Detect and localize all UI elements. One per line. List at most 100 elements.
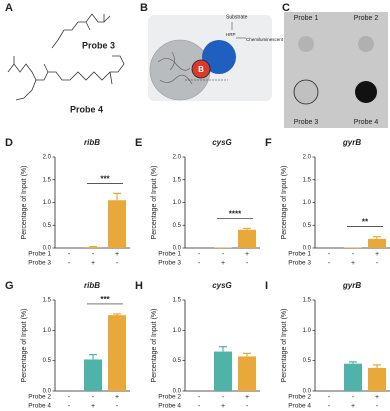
condition-name: Probe 1 <box>28 251 51 258</box>
condition-sign: + <box>221 260 225 267</box>
panel-letter: D <box>5 137 13 149</box>
y-tick-label: 2.0 <box>173 155 182 161</box>
condition-sign: - <box>246 403 249 410</box>
y-tick-label: 1.0 <box>43 328 52 334</box>
chart-title: ribB <box>84 138 100 147</box>
condition-sign: - <box>352 251 355 258</box>
condition-name: Probe 3 <box>288 260 311 267</box>
bar <box>368 367 386 391</box>
structure-probe4 <box>7 55 125 101</box>
y-axis-label: Percentage of Input (%) <box>151 309 158 383</box>
panel-letter: F <box>265 137 272 149</box>
y-axis-label: Percentage of Input (%) <box>21 309 28 383</box>
bar <box>108 200 126 248</box>
condition-name: Probe 2 <box>28 394 51 401</box>
y-tick-label: 0.0 <box>303 246 312 252</box>
y-tick-label: 1.0 <box>303 200 312 206</box>
y-tick-label: 1.0 <box>173 200 182 206</box>
condition-sign: - <box>116 403 119 410</box>
condition-sign: - <box>328 251 331 258</box>
condition-sign: + <box>351 260 355 267</box>
panel-letter: A <box>5 2 13 14</box>
y-tick-label: 1.5 <box>43 177 52 183</box>
condition-sign: - <box>352 394 355 401</box>
condition-sign: + <box>351 403 355 410</box>
condition-sign: - <box>92 394 95 401</box>
condition-sign: - <box>376 403 379 410</box>
condition-sign: + <box>115 251 119 258</box>
spot-label: Probe 3 <box>294 119 319 126</box>
bar <box>214 351 232 391</box>
bar <box>84 359 102 391</box>
condition-name: Probe 1 <box>288 251 311 258</box>
y-tick-label: 1.0 <box>43 200 52 206</box>
condition-sign: - <box>198 403 201 410</box>
spot-label: Probe 4 <box>354 119 379 126</box>
condition-sign: - <box>198 251 201 258</box>
y-tick-label: 1.5 <box>303 177 312 183</box>
y-tick-label: 1.5 <box>173 177 182 183</box>
probe-label: Probe 3 <box>82 40 115 50</box>
y-tick-label: 1.5 <box>43 298 52 304</box>
bar <box>108 315 126 391</box>
condition-sign: - <box>92 251 95 258</box>
chart-title: gyrB <box>342 138 361 147</box>
bar <box>238 229 256 248</box>
condition-sign: - <box>116 260 119 267</box>
y-tick-label: 0.5 <box>173 223 182 229</box>
y-tick-label: 0.5 <box>43 358 52 364</box>
condition-name: Probe 2 <box>158 394 181 401</box>
bar <box>84 247 102 248</box>
significance-label: **** <box>229 210 242 219</box>
biotin-bead <box>191 59 211 79</box>
condition-name: Probe 4 <box>28 403 51 410</box>
bar <box>238 356 256 391</box>
condition-sign: - <box>68 403 71 410</box>
probe-label: Probe 4 <box>70 104 103 114</box>
y-tick-label: 2.0 <box>303 155 312 161</box>
condition-sign: + <box>115 394 119 401</box>
condition-sign: - <box>68 251 71 258</box>
y-tick-label: 0.0 <box>43 389 52 395</box>
condition-sign: + <box>375 394 379 401</box>
hrp-enzyme <box>202 40 236 74</box>
bar <box>368 238 386 248</box>
condition-sign: + <box>245 394 249 401</box>
y-tick-label: 0.5 <box>173 358 182 364</box>
y-axis-label: Percentage of Input (%) <box>281 309 288 383</box>
y-tick-label: 1.5 <box>173 298 182 304</box>
y-axis-label: Percentage of Input (%) <box>151 166 158 240</box>
y-tick-label: 0.5 <box>303 223 312 229</box>
y-tick-label: 0.0 <box>173 389 182 395</box>
condition-sign: - <box>246 260 249 267</box>
blot-membrane <box>284 12 388 128</box>
condition-sign: - <box>68 260 71 267</box>
dna-strands <box>157 51 193 85</box>
condition-sign: - <box>328 260 331 267</box>
chart-title: cysG <box>212 138 232 147</box>
spot-label: Probe 1 <box>294 15 319 22</box>
condition-sign: - <box>328 403 331 410</box>
condition-sign: - <box>222 251 225 258</box>
y-tick-label: 0.5 <box>303 358 312 364</box>
panel-letter: B <box>140 2 148 14</box>
panel-letter: I <box>265 280 268 292</box>
blot-spot <box>355 81 377 103</box>
y-tick-label: 2.0 <box>43 155 52 161</box>
condition-name: Probe 4 <box>158 403 181 410</box>
condition-sign: + <box>245 251 249 258</box>
panel-letter: G <box>5 280 14 292</box>
condition-sign: - <box>198 394 201 401</box>
blot-spot <box>358 36 374 52</box>
panel-letter: C <box>282 2 290 14</box>
condition-name: Probe 3 <box>158 260 181 267</box>
y-tick-label: 1.0 <box>303 328 312 334</box>
y-tick-label: 1.5 <box>303 298 312 304</box>
significance-label: ** <box>362 218 369 227</box>
chart-title: gyrB <box>342 281 361 290</box>
substrate-label: Substrate <box>226 14 248 20</box>
condition-name: Probe 1 <box>158 251 181 258</box>
y-axis-label: Percentage of Input (%) <box>281 166 288 240</box>
condition-name: Probe 4 <box>288 403 311 410</box>
